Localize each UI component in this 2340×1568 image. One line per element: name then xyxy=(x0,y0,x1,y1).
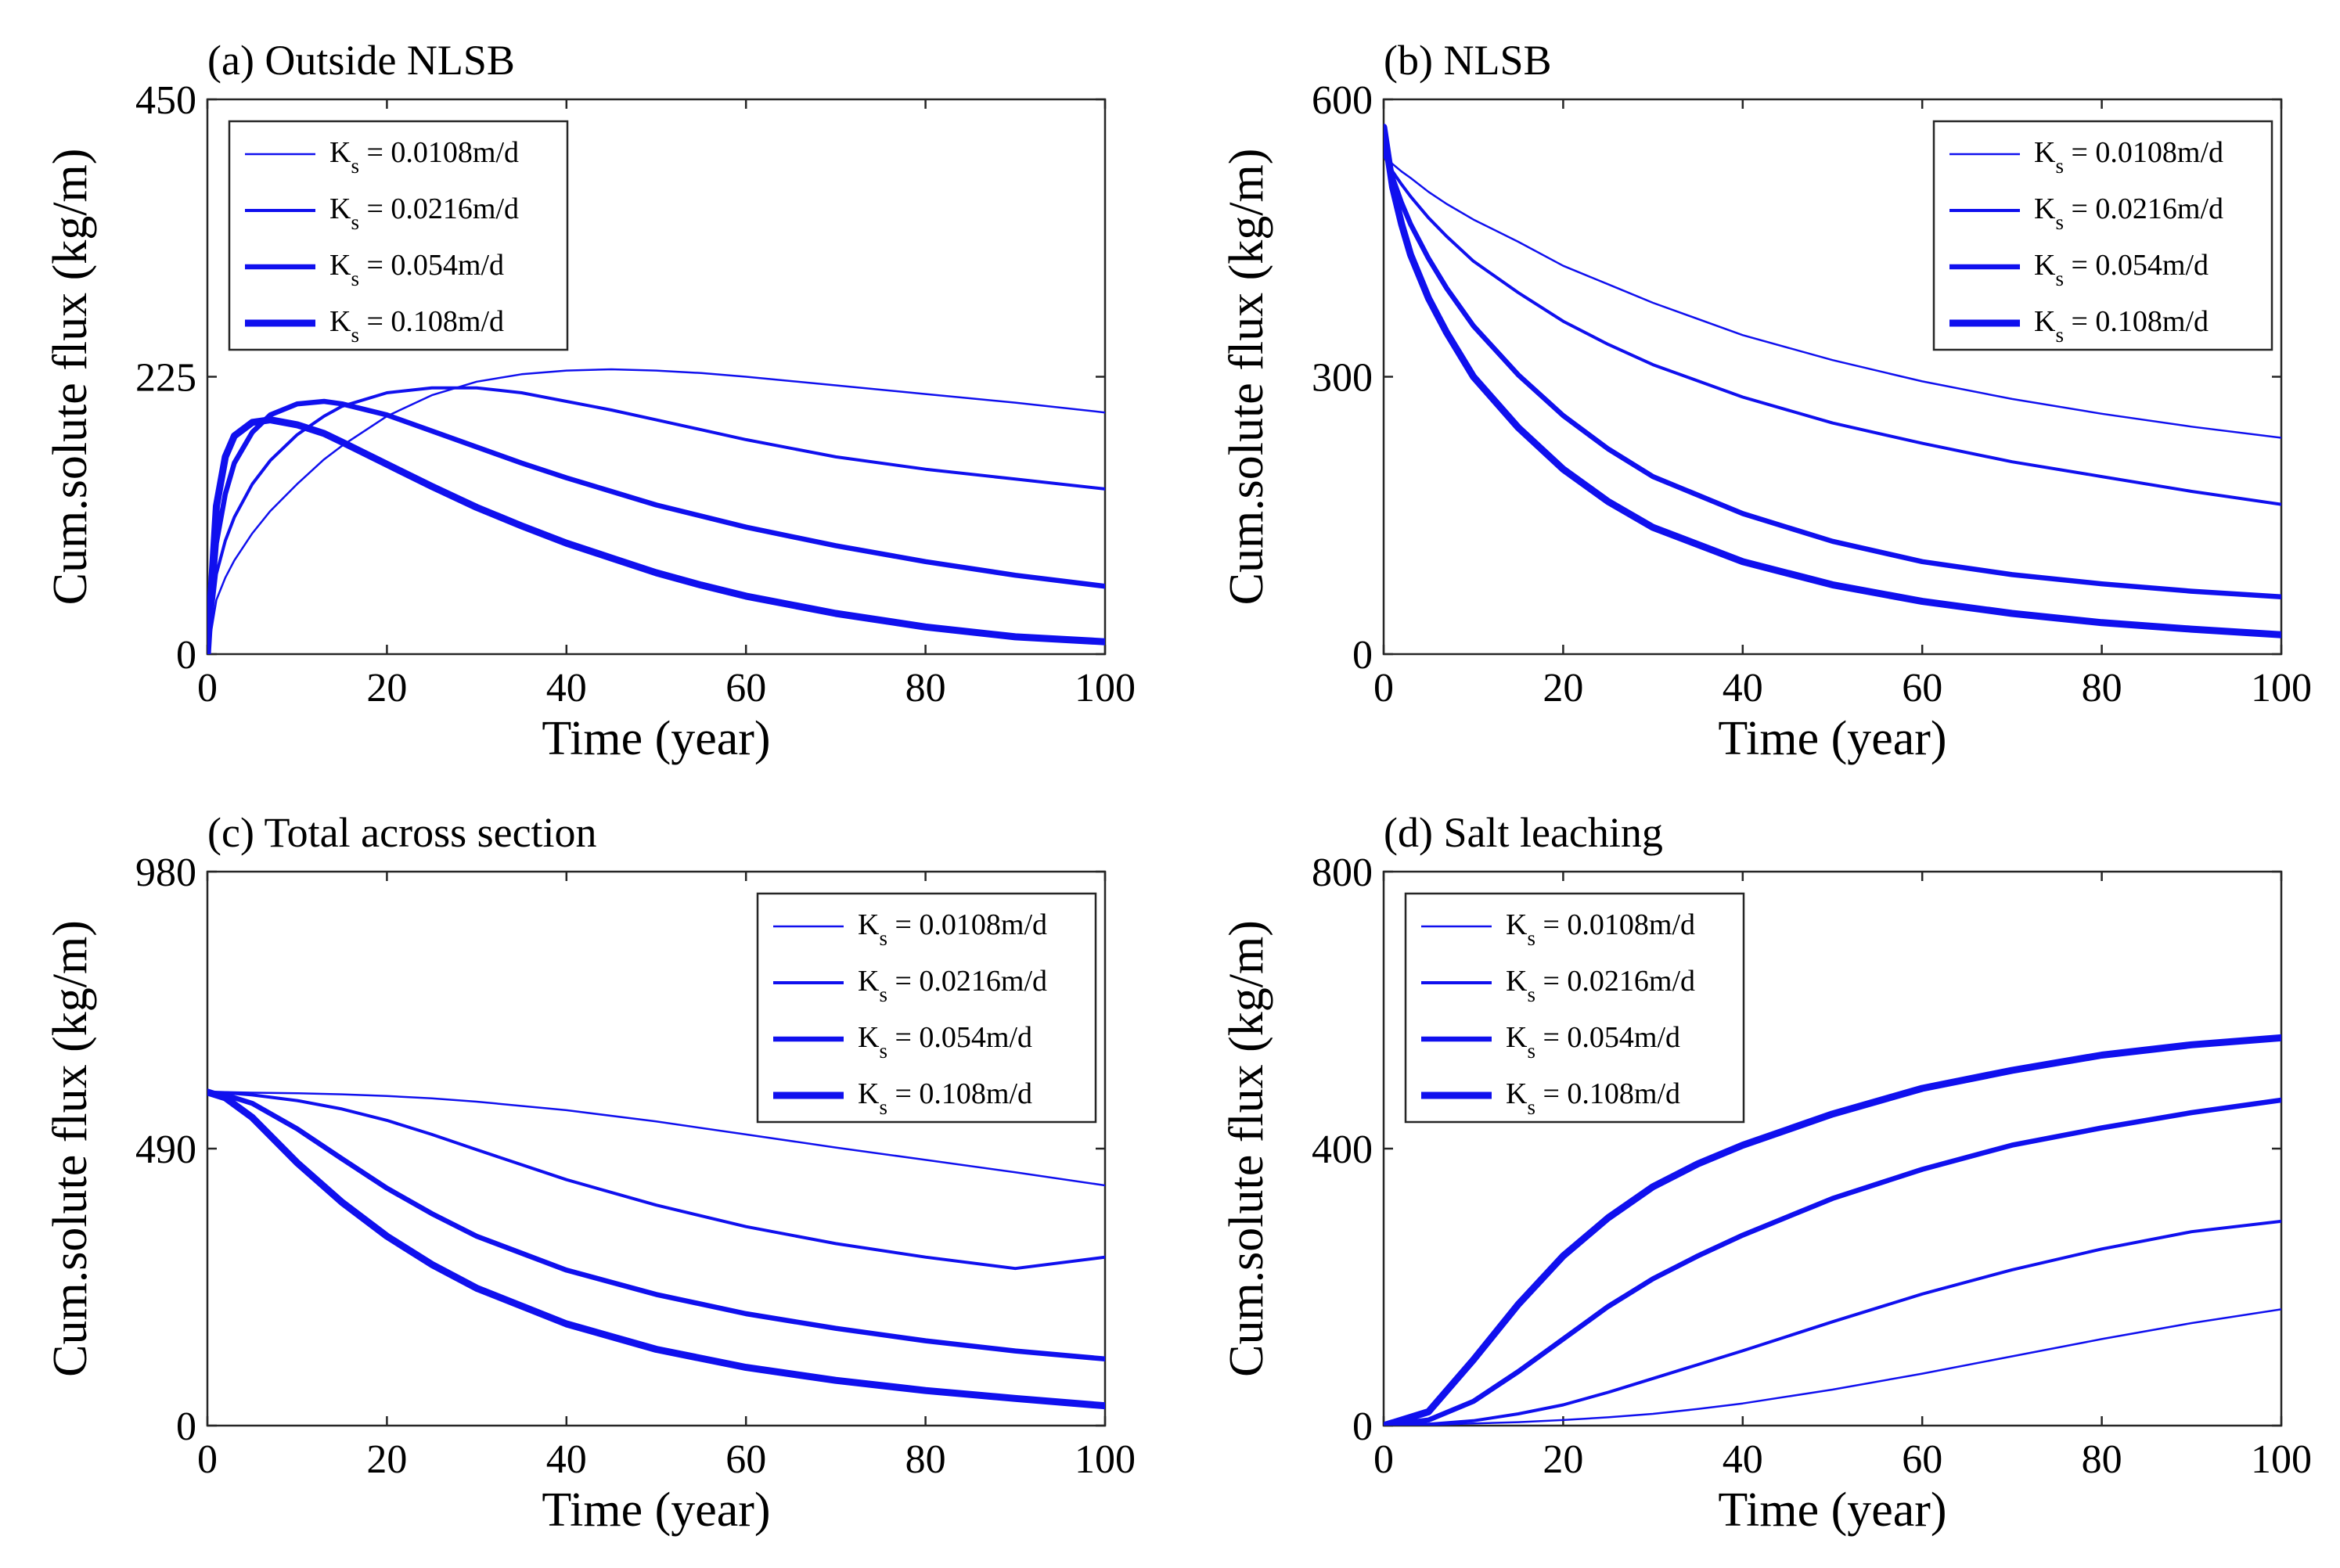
chart-title: (c) Total across section xyxy=(207,809,597,856)
legend-label: Ks = 0.0216m/d xyxy=(1506,965,1695,1006)
legend-box xyxy=(756,892,1097,1124)
legend-label: Ks = 0.108m/d xyxy=(858,1077,1032,1119)
legend-label: Ks = 0.0108m/d xyxy=(1506,908,1695,950)
legend: Ks = 0.0108m/d Ks = 0.0216m/d Ks = 0.054m/… xyxy=(756,892,1097,1124)
y-axis-label: Cum.solute flux (kg/m) xyxy=(44,149,97,606)
x-tick-label: 0 xyxy=(1373,666,1394,710)
x-tick-label: 20 xyxy=(366,1437,407,1482)
chart-title: (a) Outside NLSB xyxy=(207,37,515,84)
series-line-k-s-0-108m-d xyxy=(207,1088,1105,1410)
x-tick-label: 40 xyxy=(1723,1437,1763,1482)
x-tick-label: 20 xyxy=(1543,666,1583,710)
series-line-k-s-0-054m-d xyxy=(1384,1097,2281,1426)
legend-label: Ks = 0.054m/d xyxy=(2034,249,2209,290)
x-tick-label: 60 xyxy=(725,1437,766,1482)
legend-label: Ks = 0.0108m/d xyxy=(329,136,519,178)
x-tick-label: 40 xyxy=(1723,666,1763,710)
legend-label: Ks = 0.054m/d xyxy=(858,1021,1032,1063)
legend-label: Ks = 0.108m/d xyxy=(329,305,504,347)
y-tick-label: 800 xyxy=(1312,851,1373,895)
chart-panel-c-total-across-section: (c) Total across section 0 20 40 60 80 100 0 490… xyxy=(44,809,1136,1537)
series-line-k-s-0-0216m-d xyxy=(1384,1219,2281,1426)
y-tick-label: 0 xyxy=(176,633,196,678)
y-tick-label: 980 xyxy=(135,851,196,895)
x-tick-label: 0 xyxy=(197,1437,218,1482)
x-tick-label: 0 xyxy=(1373,1437,1394,1482)
y-tick-label: 600 xyxy=(1312,78,1373,123)
legend-box xyxy=(228,120,569,351)
x-tick-label: 20 xyxy=(366,666,407,710)
x-tick-label: 100 xyxy=(1075,1437,1136,1482)
series-line-k-s-0-054m-d xyxy=(207,398,1105,654)
x-tick-label: 100 xyxy=(2251,666,2312,710)
legend-box xyxy=(1932,120,2273,351)
x-tick-label: 60 xyxy=(725,666,766,710)
x-axis-label: Time (year) xyxy=(1718,1483,1946,1537)
series-line-k-s-0-054m-d xyxy=(207,1089,1105,1362)
x-tick-label: 80 xyxy=(905,1437,946,1482)
y-tick-label: 400 xyxy=(1312,1127,1373,1172)
series-line-k-s-0-0108m-d xyxy=(1384,153,2281,439)
x-tick-label: 80 xyxy=(2082,1437,2122,1482)
series-line-k-s-0-0216m-d xyxy=(207,386,1105,654)
legend-label: Ks = 0.0108m/d xyxy=(2034,136,2223,178)
chart-panel-a-outside-nlsb: (a) Outside NLSB 0 20 40 60 80 100 0 225 450 Time … xyxy=(44,37,1136,765)
x-tick-label: 60 xyxy=(1902,666,1942,710)
x-tick-label: 40 xyxy=(546,666,587,710)
legend-label: Ks = 0.054m/d xyxy=(329,249,504,290)
y-tick-label: 0 xyxy=(1352,1404,1373,1449)
chart-panel-b-nlsb: (b) NLSB 0 20 40 60 80 100 0 300 600 Time (year) Cu… xyxy=(1220,37,2312,765)
y-axis-label: Cum.solute flux (kg/m) xyxy=(1220,149,1273,606)
series-line-k-s-0-0108m-d xyxy=(207,1091,1105,1187)
series-line-k-s-0-108m-d xyxy=(207,416,1105,654)
legend: Ks = 0.0108m/d Ks = 0.0216m/d Ks = 0.054m/… xyxy=(1932,120,2273,351)
legend-label: Ks = 0.108m/d xyxy=(2034,305,2209,347)
x-tick-label: 80 xyxy=(905,666,946,710)
x-tick-label: 40 xyxy=(546,1437,587,1482)
x-axis-label: Time (year) xyxy=(542,1483,770,1537)
series-line-k-s-0-108m-d xyxy=(1384,124,2281,638)
legend-label: Ks = 0.0216m/d xyxy=(2034,192,2223,234)
chart-title: (d) Salt leaching xyxy=(1384,809,1663,856)
legend-label: Ks = 0.0108m/d xyxy=(858,908,1047,950)
x-axis-label: Time (year) xyxy=(1718,712,1946,765)
y-tick-label: 450 xyxy=(135,78,196,123)
x-tick-label: 100 xyxy=(1075,666,1136,710)
y-tick-label: 225 xyxy=(135,356,196,401)
x-axis-label: Time (year) xyxy=(542,712,770,765)
x-tick-label: 100 xyxy=(2251,1437,2312,1482)
x-tick-label: 20 xyxy=(1543,1437,1583,1482)
y-tick-label: 0 xyxy=(1352,633,1373,678)
legend-box xyxy=(1404,892,1745,1124)
chart-panel-d-salt-leaching: (d) Salt leaching 0 20 40 60 80 100 0 400 800 Time… xyxy=(1220,809,2312,1537)
legend-label: Ks = 0.0216m/d xyxy=(858,965,1047,1006)
legend: Ks = 0.0108m/d Ks = 0.0216m/d Ks = 0.054m/… xyxy=(228,120,569,351)
series-line-k-s-0-108m-d xyxy=(1384,1034,2281,1426)
y-tick-label: 0 xyxy=(176,1404,196,1449)
series-line-k-s-0-0216m-d xyxy=(1384,153,2281,506)
legend-label: Ks = 0.054m/d xyxy=(1506,1021,1680,1063)
series-line-k-s-0-054m-d xyxy=(1384,142,2281,599)
y-tick-label: 490 xyxy=(135,1127,196,1172)
x-tick-label: 60 xyxy=(1902,1437,1942,1482)
chart-title: (b) NLSB xyxy=(1384,37,1552,84)
x-tick-label: 0 xyxy=(197,666,218,710)
legend-label: Ks = 0.0216m/d xyxy=(329,192,519,234)
y-axis-label: Cum.solute flux (kg/m) xyxy=(44,920,97,1377)
series-line-k-s-0-0108m-d xyxy=(1384,1308,2281,1426)
legend: Ks = 0.0108m/d Ks = 0.0216m/d Ks = 0.054m/… xyxy=(1404,892,1745,1124)
y-tick-label: 300 xyxy=(1312,356,1373,401)
series-line-k-s-0-0216m-d xyxy=(207,1090,1105,1271)
y-axis-label: Cum.solute flux (kg/m) xyxy=(1220,920,1273,1377)
x-tick-label: 80 xyxy=(2082,666,2122,710)
legend-label: Ks = 0.108m/d xyxy=(1506,1077,1680,1119)
